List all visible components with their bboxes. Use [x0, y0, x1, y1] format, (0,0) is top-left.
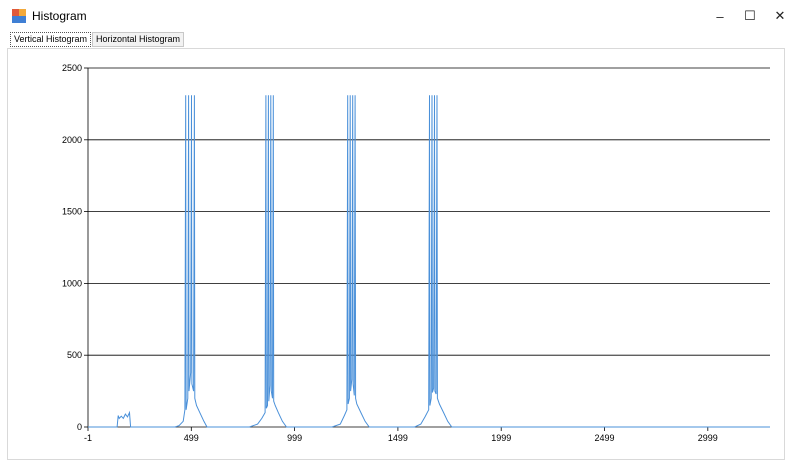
x-tick-label: 1999 — [491, 433, 511, 443]
x-tick-label: 499 — [184, 433, 199, 443]
x-tick-label: 1499 — [388, 433, 408, 443]
y-tick-label: 0 — [77, 422, 82, 432]
maximize-icon: ☐ — [744, 8, 756, 23]
x-tick-label: 999 — [287, 433, 302, 443]
y-tick-label: 2500 — [62, 63, 82, 73]
y-tick-label: 2000 — [62, 135, 82, 145]
close-button[interactable]: ✕ — [757, 0, 789, 32]
close-icon: ✕ — [774, 8, 786, 23]
y-tick-label: 1000 — [62, 278, 82, 288]
window-title: Histogram — [32, 9, 87, 23]
x-tick-label: 2499 — [594, 433, 614, 443]
maximize-button[interactable]: ☐ — [727, 0, 773, 32]
histogram-chart: 0 500 1000 1500 2000 2500 -1 499 999 1499 1999 2499… — [62, 63, 770, 443]
y-tick-label: 1500 — [62, 207, 82, 217]
series-line-0 — [88, 95, 770, 428]
app-icon — [12, 9, 26, 23]
title-bar: Histogram – ☐ ✕ — [0, 0, 789, 32]
tab-strip: Vertical Histogram Horizontal Histogram — [10, 32, 185, 47]
x-tick-label: -1 — [84, 433, 92, 443]
minimize-icon: – — [716, 8, 724, 24]
tab-horizontal-histogram[interactable]: Horizontal Histogram — [92, 32, 185, 47]
y-tick-label: 500 — [67, 350, 82, 360]
x-tick-label: 2999 — [698, 433, 718, 443]
minimize-button[interactable]: – — [697, 0, 743, 32]
chart-panel: 0 500 1000 1500 2000 2500 -1 499 999 1499 1999 2499… — [7, 48, 785, 460]
tab-vertical-histogram[interactable]: Vertical Histogram — [10, 32, 92, 47]
